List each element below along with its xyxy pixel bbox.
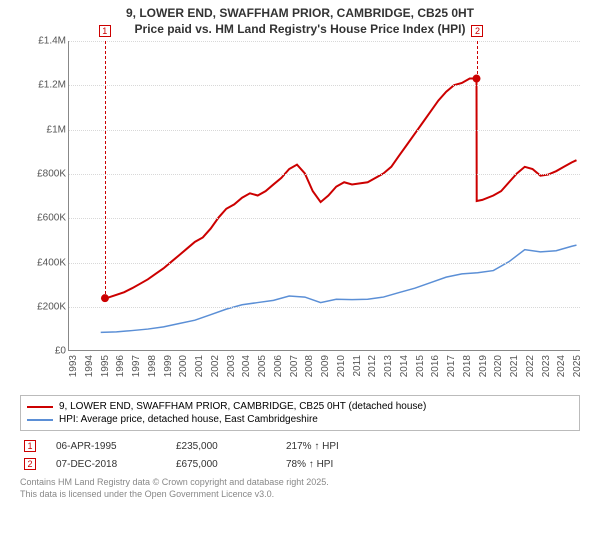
grid-line bbox=[69, 263, 580, 264]
x-tick-label: 2012 bbox=[367, 355, 378, 377]
chart-container: 9, LOWER END, SWAFFHAM PRIOR, CAMBRIDGE,… bbox=[0, 0, 600, 560]
x-tick-label: 2015 bbox=[415, 355, 426, 377]
transaction-table: 1 06-APR-1995 £235,000 217% ↑ HPI 2 07-D… bbox=[20, 437, 580, 473]
title-line-2: Price paid vs. HM Land Registry's House … bbox=[10, 22, 590, 38]
x-tick-label: 2006 bbox=[273, 355, 284, 377]
legend-swatch-property bbox=[27, 406, 53, 408]
x-tick-label: 1997 bbox=[131, 355, 142, 377]
transaction-price: £235,000 bbox=[176, 441, 266, 452]
legend-box: 9, LOWER END, SWAFFHAM PRIOR, CAMBRIDGE,… bbox=[20, 395, 580, 431]
x-tick-label: 2002 bbox=[210, 355, 221, 377]
x-tick-label: 2022 bbox=[525, 355, 536, 377]
x-tick-label: 2024 bbox=[556, 355, 567, 377]
x-tick-label: 1999 bbox=[163, 355, 174, 377]
transaction-marker: 2 bbox=[24, 458, 36, 470]
legend-label-property: 9, LOWER END, SWAFFHAM PRIOR, CAMBRIDGE,… bbox=[59, 401, 426, 412]
grid-line bbox=[69, 307, 580, 308]
marker-square: 1 bbox=[99, 25, 111, 37]
y-tick-label: £1.2M bbox=[38, 80, 66, 91]
series-property bbox=[105, 79, 576, 299]
grid-line bbox=[69, 218, 580, 219]
legend-row-hpi: HPI: Average price, detached house, East… bbox=[27, 413, 573, 426]
x-tick-label: 2001 bbox=[194, 355, 205, 377]
x-tick-label: 2018 bbox=[462, 355, 473, 377]
chart-area: £0£200K£400K£600K£800K£1M£1.2M£1.4M 12 1… bbox=[20, 41, 580, 391]
x-tick-label: 2009 bbox=[320, 355, 331, 377]
x-tick-label: 2000 bbox=[178, 355, 189, 377]
x-tick-label: 2004 bbox=[241, 355, 252, 377]
grid-line bbox=[69, 174, 580, 175]
x-tick-label: 2007 bbox=[289, 355, 300, 377]
x-tick-label: 2023 bbox=[541, 355, 552, 377]
y-tick-label: £200K bbox=[37, 301, 66, 312]
x-tick-label: 2017 bbox=[446, 355, 457, 377]
transaction-price: £675,000 bbox=[176, 459, 266, 470]
x-tick-label: 2014 bbox=[399, 355, 410, 377]
y-tick-label: £800K bbox=[37, 169, 66, 180]
x-tick-label: 2013 bbox=[383, 355, 394, 377]
legend-swatch-hpi bbox=[27, 419, 53, 421]
y-axis: £0£200K£400K£600K£800K£1M£1.2M£1.4M bbox=[20, 41, 68, 351]
title-block: 9, LOWER END, SWAFFHAM PRIOR, CAMBRIDGE,… bbox=[10, 6, 590, 37]
plot-svg bbox=[69, 41, 580, 350]
marker-dashed-line bbox=[477, 41, 478, 79]
transaction-date: 07-DEC-2018 bbox=[56, 459, 156, 470]
grid-line bbox=[69, 41, 580, 42]
plot-area: 12 bbox=[68, 41, 580, 351]
x-tick-label: 2020 bbox=[493, 355, 504, 377]
x-tick-label: 1995 bbox=[100, 355, 111, 377]
title-line-1: 9, LOWER END, SWAFFHAM PRIOR, CAMBRIDGE,… bbox=[10, 6, 590, 22]
transaction-hpi-change: 217% ↑ HPI bbox=[286, 441, 339, 452]
y-tick-label: £1M bbox=[47, 124, 66, 135]
y-tick-label: £1.4M bbox=[38, 36, 66, 47]
transaction-row: 2 07-DEC-2018 £675,000 78% ↑ HPI bbox=[20, 455, 580, 473]
footer-line-1: Contains HM Land Registry data © Crown c… bbox=[20, 477, 580, 489]
transaction-row: 1 06-APR-1995 £235,000 217% ↑ HPI bbox=[20, 437, 580, 455]
x-tick-label: 1998 bbox=[147, 355, 158, 377]
x-tick-label: 2011 bbox=[352, 355, 363, 377]
marker-square: 2 bbox=[471, 25, 483, 37]
grid-line bbox=[69, 130, 580, 131]
x-tick-label: 2021 bbox=[509, 355, 520, 377]
transaction-hpi-change: 78% ↑ HPI bbox=[286, 459, 333, 470]
transaction-marker: 1 bbox=[24, 440, 36, 452]
x-tick-label: 1993 bbox=[68, 355, 79, 377]
x-tick-label: 2025 bbox=[572, 355, 583, 377]
y-tick-label: £0 bbox=[55, 346, 66, 357]
x-tick-label: 2019 bbox=[478, 355, 489, 377]
y-tick-label: £400K bbox=[37, 257, 66, 268]
footer-line-2: This data is licensed under the Open Gov… bbox=[20, 489, 580, 501]
legend-label-hpi: HPI: Average price, detached house, East… bbox=[59, 414, 318, 425]
series-hpi bbox=[101, 245, 577, 332]
grid-line bbox=[69, 85, 580, 86]
x-tick-label: 2016 bbox=[430, 355, 441, 377]
x-tick-label: 2008 bbox=[304, 355, 315, 377]
marker-dashed-line bbox=[105, 41, 106, 299]
x-tick-label: 2003 bbox=[226, 355, 237, 377]
x-tick-label: 2005 bbox=[257, 355, 268, 377]
x-tick-label: 2010 bbox=[336, 355, 347, 377]
x-tick-label: 1996 bbox=[115, 355, 126, 377]
x-tick-label: 1994 bbox=[84, 355, 95, 377]
transaction-date: 06-APR-1995 bbox=[56, 441, 156, 452]
legend-row-property: 9, LOWER END, SWAFFHAM PRIOR, CAMBRIDGE,… bbox=[27, 400, 573, 413]
y-tick-label: £600K bbox=[37, 213, 66, 224]
x-axis: 1993 1994 1995 1996 1997 1998 1999 2000 2001 2002… bbox=[68, 353, 580, 391]
footer-note: Contains HM Land Registry data © Crown c… bbox=[20, 477, 580, 500]
